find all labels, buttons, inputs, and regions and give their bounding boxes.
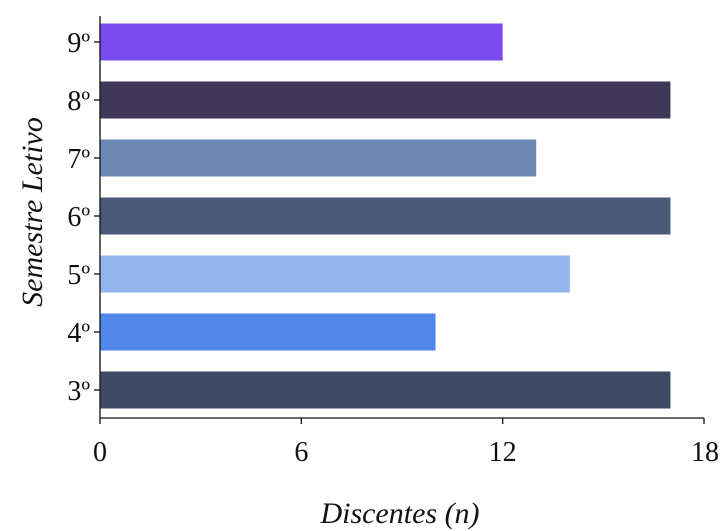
bar-4 <box>100 313 436 351</box>
y-tick-label: 7º <box>67 144 90 175</box>
bar-8 <box>100 81 671 119</box>
y-tick-label: 8º <box>67 86 90 117</box>
x-axis-title: Discentes (n) <box>319 497 479 530</box>
bar-3 <box>100 371 671 409</box>
x-tick-label: 0 <box>93 437 107 468</box>
x-tick-label: 12 <box>489 437 517 468</box>
y-tick-label: 4º <box>67 318 90 349</box>
y-tick-label: 6º <box>67 202 90 233</box>
bar-5 <box>100 255 570 293</box>
y-ticks-group: 3º 4º 5º 6º 7º 8º 9º <box>67 28 100 407</box>
x-ticks-group: 0 6 12 18 <box>93 418 719 468</box>
x-tick-label: 6 <box>294 437 308 468</box>
y-axis-title: Semestre Letivo <box>16 117 49 307</box>
y-tick-label: 5º <box>67 260 90 291</box>
bars-group <box>100 23 671 409</box>
bar-9 <box>100 23 503 61</box>
x-tick-label: 18 <box>691 437 719 468</box>
y-tick-label: 9º <box>67 28 90 59</box>
bar-7 <box>100 139 537 177</box>
y-tick-label: 3º <box>67 376 90 407</box>
bar-6 <box>100 197 671 235</box>
